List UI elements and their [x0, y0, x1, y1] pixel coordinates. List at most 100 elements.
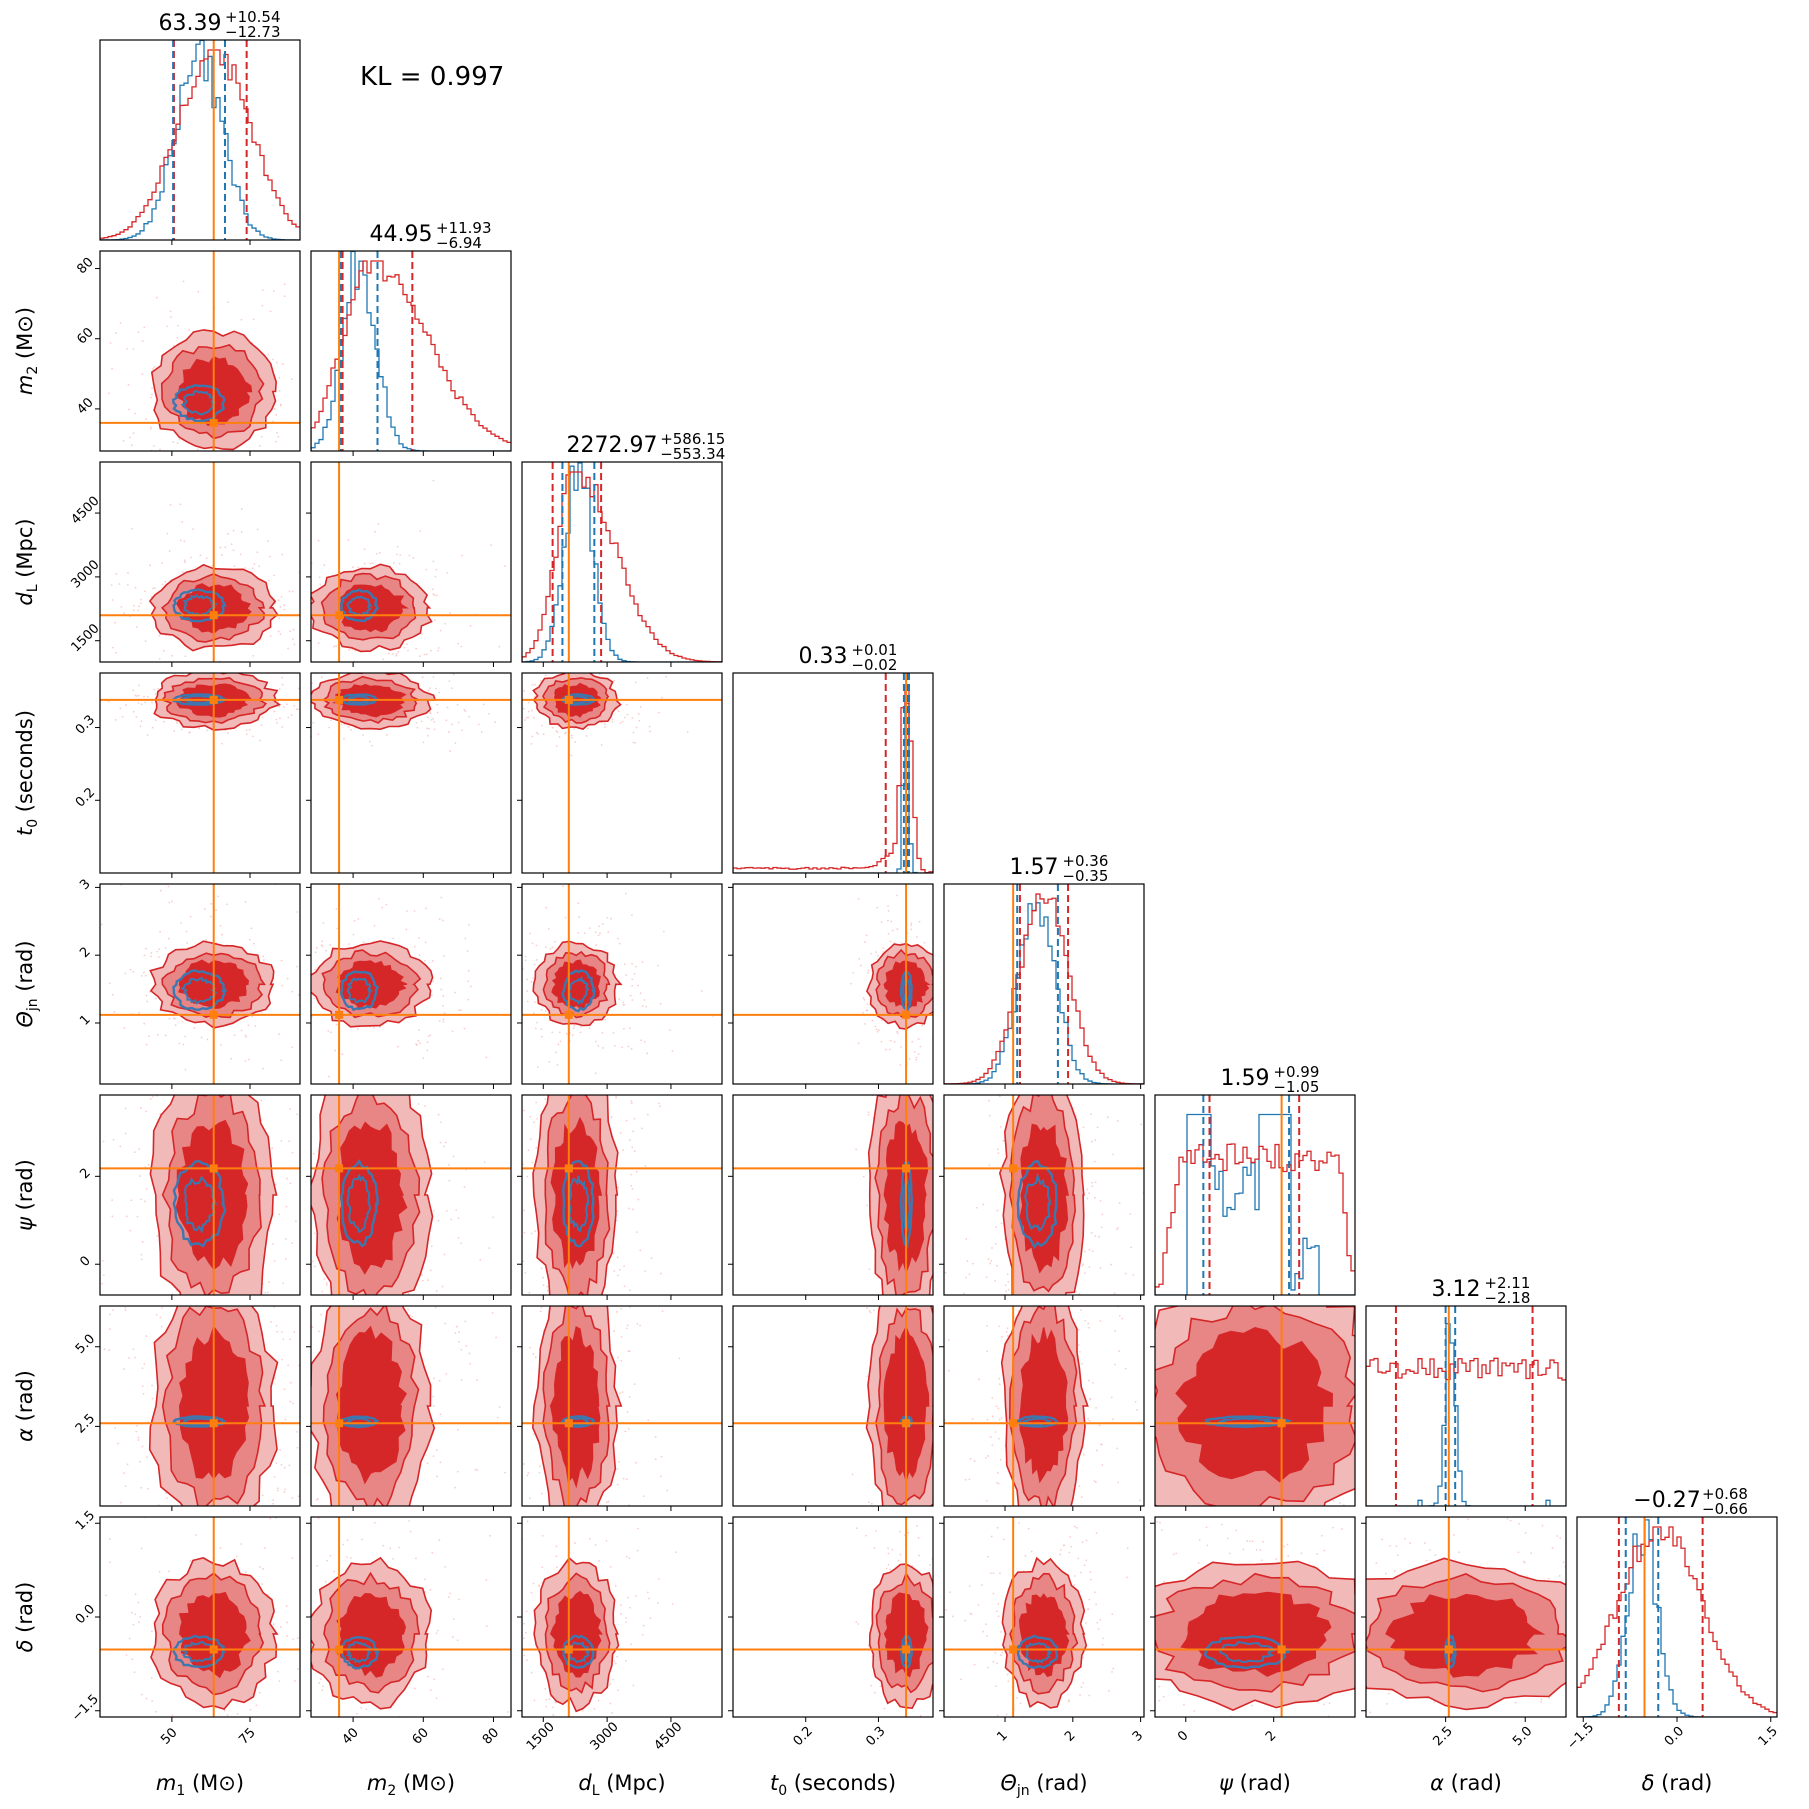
- sample-point: [457, 1217, 460, 1220]
- sample-point: [432, 1209, 435, 1212]
- truth-marker: [564, 1010, 573, 1019]
- sample-point: [153, 445, 155, 447]
- sample-point: [508, 1154, 510, 1156]
- sample-point: [307, 1384, 309, 1386]
- sample-point: [542, 1276, 544, 1279]
- sample-point: [174, 1024, 177, 1027]
- sample-point: [156, 1235, 159, 1237]
- sample-point: [297, 1495, 300, 1498]
- contour-panel-m1-theta_jn: 123: [77, 877, 301, 1089]
- sample-point: [495, 1336, 497, 1339]
- sample-point: [269, 1027, 271, 1029]
- sample-point: [456, 718, 458, 720]
- contour-b-inner: [180, 390, 216, 416]
- sample-point: [151, 701, 153, 704]
- sample-point: [129, 436, 131, 439]
- contour-b-inner: [346, 595, 373, 617]
- sample-point: [852, 971, 855, 974]
- sample-point: [278, 666, 280, 668]
- histogram-b: [522, 462, 722, 662]
- sample-point: [250, 454, 252, 456]
- histogram-title: 0.33: [799, 644, 848, 669]
- truth-marker: [335, 1164, 344, 1173]
- sample-point: [231, 554, 233, 556]
- sample-point: [400, 666, 402, 668]
- sample-point: [296, 1113, 299, 1116]
- sample-point: [293, 704, 296, 707]
- sample-point: [121, 664, 123, 666]
- sample-point: [1132, 1274, 1135, 1276]
- sample-point: [432, 980, 434, 983]
- sample-point: [348, 649, 351, 651]
- sample-point: [1078, 1485, 1081, 1488]
- sample-point: [317, 1121, 319, 1123]
- sample-point: [948, 1369, 950, 1372]
- sample-point: [269, 591, 271, 593]
- sample-point: [432, 676, 435, 678]
- sample-point: [635, 965, 637, 968]
- sample-point: [291, 590, 294, 593]
- sample-point: [527, 1472, 530, 1474]
- truth-marker: [209, 1010, 218, 1019]
- sample-point: [996, 1264, 998, 1267]
- sample-point: [514, 1057, 516, 1059]
- sample-point: [221, 742, 223, 745]
- histogram-title: 2272.97: [567, 433, 658, 458]
- sample-point: [448, 680, 451, 683]
- sample-point: [535, 731, 538, 734]
- sample-point: [241, 497, 243, 499]
- sample-point: [964, 1478, 967, 1481]
- sample-point: [617, 1274, 619, 1277]
- sample-point: [377, 522, 380, 525]
- sample-point: [112, 1138, 115, 1141]
- sample-point: [385, 903, 388, 906]
- sample-point: [538, 1471, 541, 1474]
- y-tick-label: 80: [74, 255, 96, 277]
- sample-point: [174, 1085, 176, 1087]
- sample-point: [132, 1348, 135, 1351]
- sample-point: [303, 377, 305, 379]
- sample-point: [347, 538, 350, 541]
- sample-point: [185, 930, 188, 933]
- sample-point: [513, 1043, 515, 1045]
- sample-point: [1082, 1126, 1085, 1129]
- sample-point: [134, 412, 136, 415]
- sample-point: [439, 1413, 442, 1416]
- sample-point: [101, 1282, 104, 1285]
- sample-point: [322, 922, 325, 925]
- sample-point: [962, 1292, 965, 1295]
- sample-point: [334, 1049, 336, 1052]
- sample-point: [287, 716, 290, 719]
- sample-point: [323, 324, 325, 326]
- sample-point: [965, 1238, 968, 1240]
- sample-point: [239, 553, 242, 556]
- sample-point: [159, 889, 162, 892]
- sample-point: [321, 1290, 324, 1293]
- sample-point: [189, 915, 192, 918]
- sample-point: [274, 602, 277, 605]
- sample-point: [544, 635, 546, 637]
- sample-point: [396, 545, 399, 548]
- sample-point: [142, 1392, 145, 1395]
- sample-point: [632, 1130, 635, 1133]
- sample-point: [1091, 1181, 1093, 1184]
- sample-point: [991, 1415, 994, 1418]
- sample-point: [507, 1029, 509, 1031]
- sample-point: [446, 572, 449, 574]
- sample-point: [123, 612, 126, 615]
- sample-point: [145, 1043, 148, 1046]
- sample-point: [136, 695, 138, 697]
- sample-point: [373, 1026, 375, 1029]
- contour-b-inner: [902, 974, 912, 1005]
- sample-point: [395, 654, 398, 657]
- sample-point: [315, 947, 318, 949]
- sample-point: [454, 742, 457, 745]
- sample-point: [304, 700, 306, 702]
- sample-point: [286, 977, 289, 980]
- sample-point: [303, 600, 305, 602]
- panel-frame: [732, 672, 934, 874]
- sample-point: [285, 1191, 287, 1193]
- sample-point: [875, 951, 878, 953]
- sample-point: [139, 602, 142, 605]
- sample-point: [625, 974, 628, 977]
